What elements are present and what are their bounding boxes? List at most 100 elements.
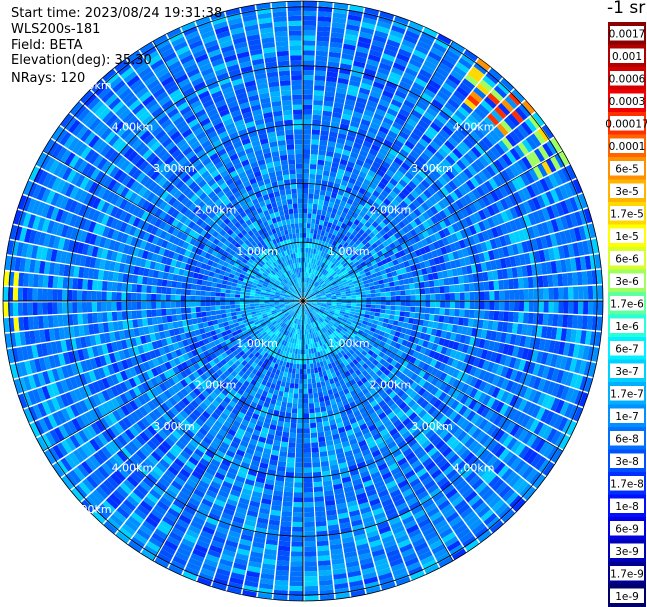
radar-gate (321, 298, 327, 300)
radar-gate (482, 75, 497, 89)
radar-gate (288, 392, 294, 399)
radar-gate (331, 299, 337, 301)
radar-gate (340, 289, 346, 293)
radar-gate (362, 114, 373, 122)
radar-gate (473, 200, 482, 211)
radar-gate (368, 95, 380, 104)
radar-gate (342, 229, 348, 236)
radar-gate (278, 390, 284, 397)
radar-gate (345, 237, 352, 244)
radar-gate (447, 215, 456, 225)
radar-gate (318, 1, 333, 8)
radar-gate (363, 267, 370, 273)
radar-gate (305, 339, 308, 345)
radar-gate (376, 169, 386, 178)
radar-gate (493, 280, 500, 290)
radar-gate (310, 368, 315, 374)
radar-gate (293, 492, 303, 498)
radar-gate (530, 182, 541, 196)
radar-gate (316, 30, 330, 37)
radar-gate (529, 471, 542, 486)
radar-gate (304, 571, 318, 577)
radar-gate (357, 92, 369, 100)
radar-gate (421, 229, 430, 239)
radar-gate (360, 118, 371, 127)
radar-gate (305, 344, 309, 350)
radar-gate (386, 230, 394, 238)
radar-gate (460, 372, 469, 383)
radar-gate (466, 327, 473, 336)
radar-gate (366, 274, 373, 280)
radar-gate (378, 243, 385, 251)
radar-gate (538, 249, 546, 263)
radar-gate (381, 336, 388, 343)
radar-gate (488, 280, 495, 291)
radar-gate (361, 301, 367, 304)
radar-gate (446, 269, 454, 278)
radar-gate (327, 275, 333, 280)
radar-gate (438, 162, 449, 173)
radar-gate (303, 119, 312, 125)
radar-gate (579, 256, 587, 271)
radar-gate (345, 165, 354, 173)
radar-gate (588, 362, 597, 378)
radar-gate (406, 25, 422, 36)
radar-gate (535, 180, 545, 194)
radar-gate (345, 293, 352, 297)
radar-gate (469, 214, 478, 225)
radar-gate (451, 268, 458, 277)
radar-gate (317, 312, 323, 316)
radar-gate (579, 392, 589, 408)
radar-gate (335, 92, 346, 100)
radar-gate (513, 231, 521, 243)
radar-gate (448, 45, 463, 57)
radar-gate (476, 404, 486, 416)
radar-gate (364, 190, 372, 198)
radar-gate (319, 446, 327, 453)
radar-gate (456, 249, 464, 259)
radar-gate (431, 155, 442, 165)
radar-gate (327, 61, 340, 68)
radar-gate (396, 53, 410, 63)
radar-gate (339, 233, 346, 240)
radar-gate (306, 302, 312, 305)
radar-gate (340, 222, 347, 229)
radar-gate (417, 205, 426, 214)
radar-gate (576, 315, 583, 329)
radar-gate (316, 299, 322, 301)
radar-gate (346, 135, 356, 143)
radar-gate (375, 296, 381, 301)
radar-gate (408, 180, 417, 190)
radar-gate (309, 263, 313, 269)
radar-gate (303, 277, 306, 283)
radar-gate (527, 312, 534, 324)
radar-gate (432, 118, 445, 129)
radar-gate (507, 408, 518, 421)
radar-gate (428, 103, 441, 114)
radar-gate (555, 355, 563, 369)
radar-gate (514, 255, 522, 267)
radar-gate (349, 271, 355, 277)
radar-gate (330, 292, 336, 295)
radar-gate (303, 457, 312, 463)
radar-gate (313, 481, 323, 488)
radar-gate (304, 282, 306, 288)
radar-gate (306, 303, 311, 307)
radar-gate (341, 113, 352, 121)
radar-gate (505, 150, 517, 164)
radar-gate (537, 364, 546, 378)
radar-gate (491, 202, 500, 215)
radar-gate (440, 301, 446, 308)
radar-gate (387, 345, 395, 352)
radar-gate (398, 279, 405, 286)
radar-gate (309, 291, 314, 295)
radar-gate (367, 169, 376, 178)
radar-gate (497, 156, 509, 169)
radar-gate (368, 224, 376, 232)
radar-gate (486, 149, 498, 162)
radar-gate (377, 193, 386, 202)
radar-gate (351, 147, 361, 155)
radar-gate (466, 94, 480, 107)
radar-gate (345, 29, 359, 37)
radar-gate (342, 327, 348, 333)
